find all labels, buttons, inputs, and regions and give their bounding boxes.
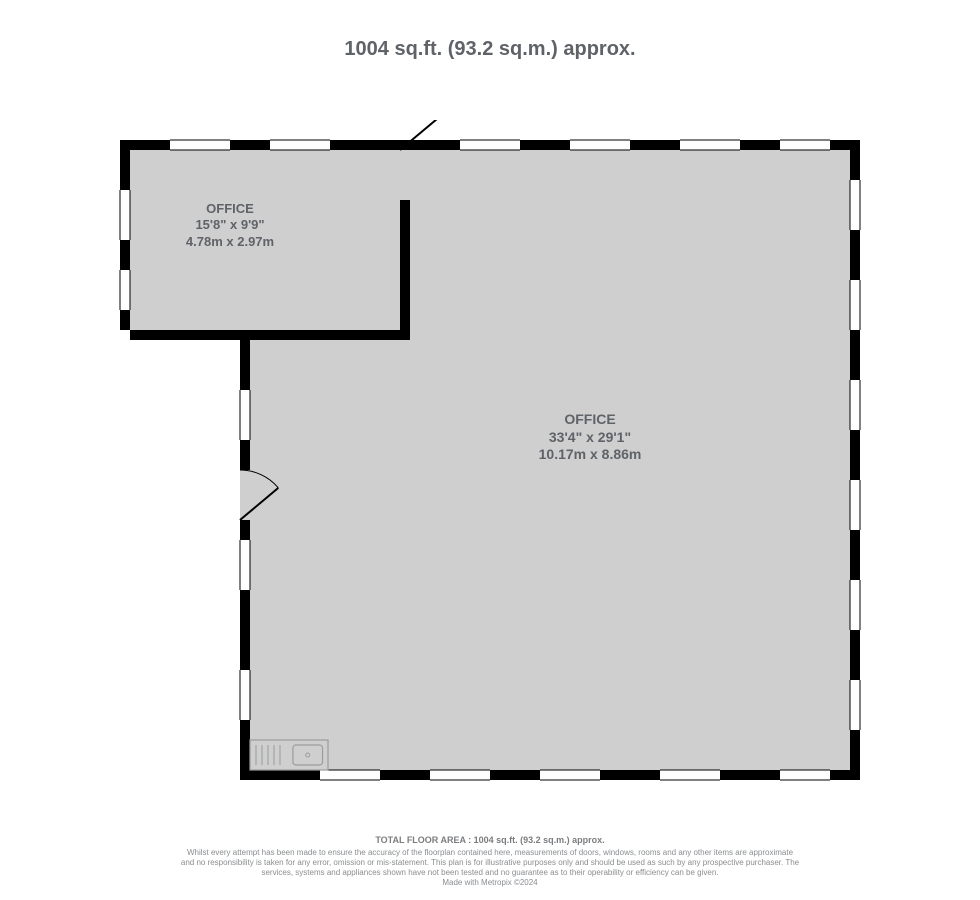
room-imperial: 33'4" x 29'1" [510,429,670,447]
room-metric: 10.17m x 8.86m [510,446,670,464]
room-metric: 4.78m x 2.97m [150,234,310,250]
room-imperial: 15'8" x 9'9" [150,217,310,233]
page-title: 1004 sq.ft. (93.2 sq.m.) approx. [0,38,980,61]
door-gap-upper [400,150,410,200]
footer-disclaimer: TOTAL FLOOR AREA : 1004 sq.ft. (93.2 sq.… [0,835,980,888]
footer-disclaimer-text: Whilst every attempt has been made to en… [180,848,800,878]
floorplan-page: 1004 sq.ft. (93.2 sq.m.) approx. OFFICE1… [0,0,980,900]
room-label-1: OFFICE33'4" x 29'1"10.17m x 8.86m [510,411,670,464]
footer-total-area: TOTAL FLOOR AREA : 1004 sq.ft. (93.2 sq.… [180,835,800,846]
room-label-0: OFFICE15'8" x 9'9"4.78m x 2.97m [150,201,310,250]
room-name: OFFICE [510,411,670,429]
room-name: OFFICE [150,201,310,217]
footer-made-with: Made with Metropix ©2024 [180,878,800,888]
